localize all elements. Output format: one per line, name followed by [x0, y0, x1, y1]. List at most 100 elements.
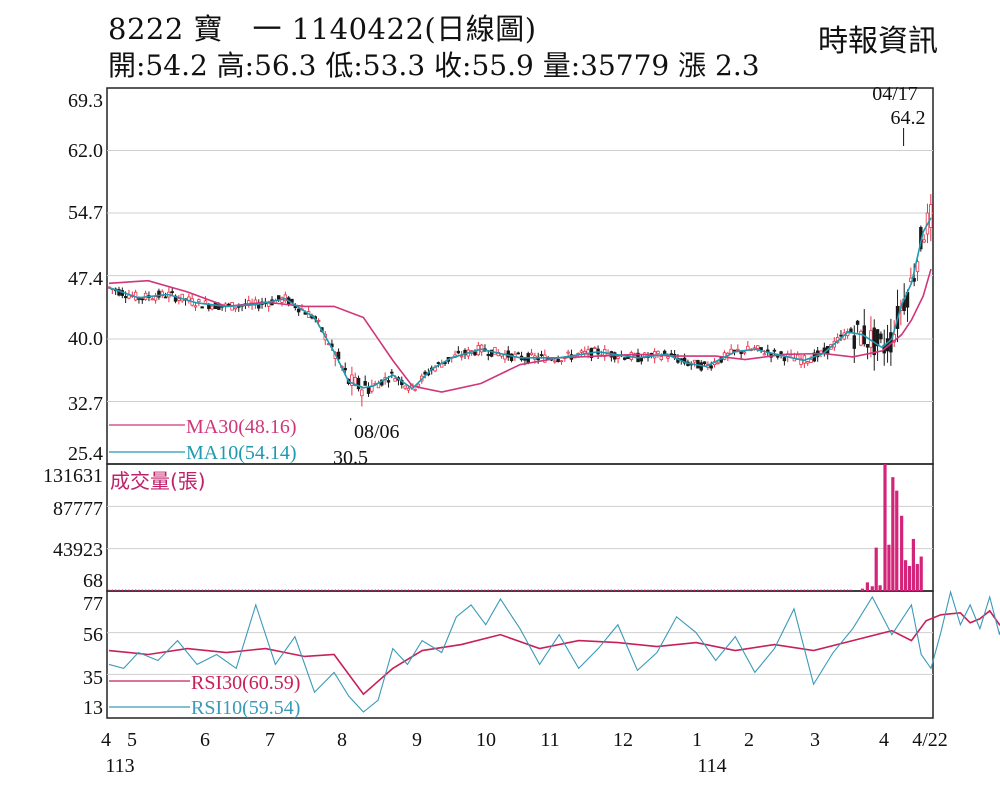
- ma30-line: [108, 268, 932, 393]
- candle-body: [227, 303, 231, 306]
- candle-body: [459, 355, 464, 358]
- candle-body: [809, 358, 813, 363]
- volume-label: 成交量(張): [110, 469, 206, 493]
- candle-body: [350, 374, 354, 386]
- price-ytick: 25.4: [68, 443, 103, 465]
- candle-body: [479, 344, 484, 353]
- candle-body: [762, 353, 767, 356]
- candle-body: [523, 358, 527, 361]
- gridlines: [107, 150, 933, 675]
- chart-title: 8222 寶 一 1140422(日線圖): [108, 12, 537, 46]
- candle-body: [157, 290, 161, 298]
- month-label: 4: [101, 729, 111, 751]
- candle-body: [516, 352, 520, 355]
- rsi30-legend: RSI30(60.59): [191, 672, 300, 694]
- candle-body: [666, 356, 670, 359]
- candle-body: [669, 353, 673, 356]
- rsi-ytick: 77: [83, 593, 103, 615]
- candle-body: [413, 388, 417, 391]
- candle-body: [875, 329, 880, 347]
- candle-body: [506, 350, 510, 358]
- moving-average-lines: [108, 128, 932, 421]
- candle-body: [682, 357, 687, 364]
- candle-body: [403, 385, 407, 389]
- volume-ytick: 68: [83, 570, 103, 592]
- candle-body: [556, 358, 560, 362]
- rsi-panel-frame: [106, 590, 934, 719]
- candle-body: [416, 383, 421, 387]
- candle-body: [593, 347, 597, 350]
- candle-body: [473, 351, 477, 356]
- low-annotation-value: 30.5: [333, 447, 368, 469]
- price-ytick: 47.4: [68, 268, 103, 290]
- candle-body: [543, 354, 547, 363]
- candle-body: [616, 356, 620, 359]
- candle-body: [436, 362, 441, 364]
- candlesticks: [107, 194, 933, 407]
- candle-body: [659, 356, 664, 360]
- rsi-ytick: 56: [83, 624, 103, 646]
- candle-body: [929, 204, 933, 228]
- candle-body: [806, 361, 810, 364]
- candle-body: [855, 320, 860, 325]
- volume-bar: [874, 547, 878, 591]
- candle-body: [759, 347, 763, 351]
- month-label: 11: [540, 729, 559, 751]
- price-ytick: 32.7: [68, 393, 103, 415]
- candle-body: [756, 345, 760, 349]
- candle-body: [852, 335, 856, 349]
- rsi-ytick: 13: [83, 697, 103, 719]
- candle-body: [566, 351, 570, 354]
- volume-bar: [915, 564, 919, 591]
- volume-bar: [887, 544, 891, 591]
- candle-body: [553, 360, 557, 363]
- candle-body: [456, 350, 461, 354]
- candle-body: [489, 349, 494, 357]
- volume-ytick: 43923: [53, 539, 103, 561]
- candle-body: [915, 261, 920, 273]
- candle-body: [200, 306, 204, 309]
- candle-body: [140, 298, 144, 301]
- rsi-ytick: 35: [83, 667, 103, 689]
- candle-body: [529, 352, 534, 356]
- candle-body: [366, 387, 371, 394]
- candle-body: [123, 296, 128, 299]
- volume-panel-frame: [106, 463, 934, 592]
- volume-bar: [878, 585, 882, 591]
- candle-body: [559, 360, 564, 363]
- candle-body: [390, 371, 394, 374]
- candle-body: [626, 356, 630, 359]
- data-source: 時報資訊: [818, 24, 938, 59]
- candle-body: [193, 305, 198, 308]
- candle-body: [742, 351, 747, 354]
- candle-body: [539, 354, 544, 356]
- volume-bar: [891, 477, 895, 591]
- candle-body: [363, 381, 367, 386]
- price-ytick: 62.0: [68, 140, 103, 162]
- candle-body: [736, 348, 740, 351]
- candle-body: [586, 349, 590, 355]
- candle-body: [656, 350, 660, 355]
- candle-body: [772, 349, 777, 352]
- candle-body: [579, 350, 584, 353]
- price-ytick: 54.7: [68, 202, 103, 224]
- candle-body: [423, 371, 427, 375]
- month-label: 10: [476, 729, 496, 751]
- rsi10-line: [108, 589, 1000, 713]
- candle-body: [356, 377, 361, 390]
- candle-body: [406, 387, 411, 391]
- volume-ytick: 87777: [53, 498, 103, 520]
- high-annotation-date: 04/17: [872, 83, 918, 105]
- candle-body: [859, 330, 863, 346]
- candle-body: [170, 291, 174, 294]
- volume-bar: [865, 582, 869, 591]
- month-label: 2: [744, 729, 754, 751]
- candle-body: [879, 333, 883, 340]
- candle-body: [892, 333, 896, 343]
- year-label: 113: [105, 755, 134, 777]
- month-label: 4: [879, 729, 889, 751]
- candle-body: [233, 307, 238, 310]
- candle-body: [296, 308, 301, 313]
- candle-body: [360, 389, 364, 397]
